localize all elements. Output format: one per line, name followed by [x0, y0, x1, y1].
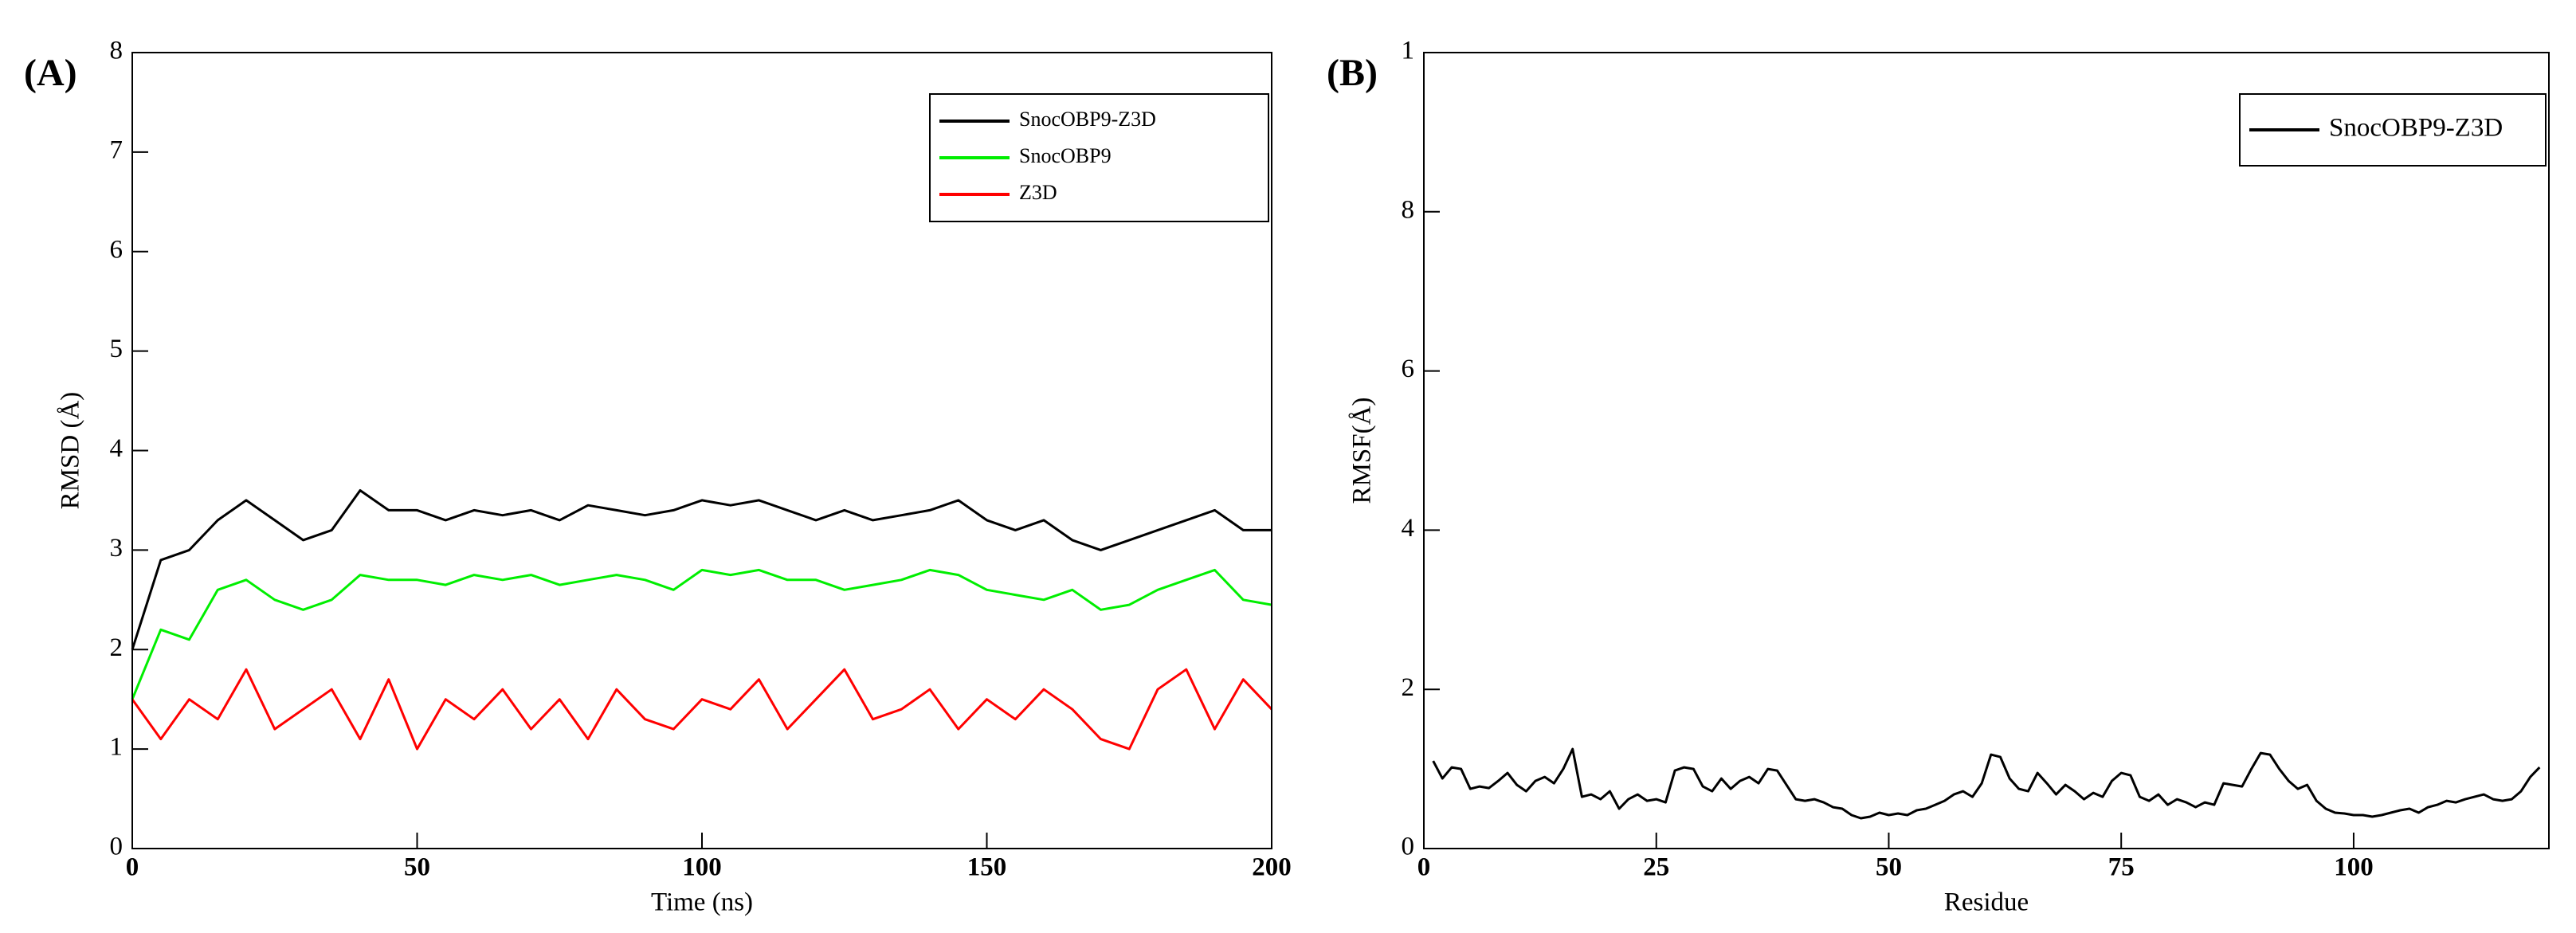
- series-line: [1432, 747, 2541, 820]
- series-line: [131, 489, 1272, 650]
- legend-label: SnocOBP9: [1019, 144, 1112, 167]
- x-tick-label: 100: [2334, 853, 2374, 882]
- x-tick-label: 150: [967, 853, 1007, 882]
- y-tick-label: 3: [110, 534, 124, 563]
- series-line: [131, 668, 1273, 751]
- chart: (A) 0 1 2 3 4 5 6 7 8 0 50 100 150 200 Time (ns) RMSD (Å…: [24, 37, 1292, 917]
- panel-label: (A): [24, 52, 77, 94]
- x-tick-label: 200: [1252, 853, 1292, 882]
- y-tick-label: 1: [110, 733, 124, 762]
- panel-label: (B): [1327, 52, 1378, 94]
- x-tick-label: 100: [682, 853, 722, 882]
- y-tick-label: 1: [1402, 37, 1415, 65]
- y-axis-label: RMSD (Å): [56, 392, 85, 510]
- y-tick-label: 2: [1402, 673, 1415, 702]
- y-tick-label: 4: [1402, 514, 1415, 543]
- x-tick-label: 0: [1417, 853, 1431, 882]
- legend-label: Z3D: [1019, 181, 1057, 204]
- legend-label: SnocOBP9-Z3D: [1019, 108, 1156, 131]
- plot-frame: [131, 52, 1272, 849]
- x-tick-label: 0: [126, 853, 139, 882]
- x-tick-label: 25: [1643, 853, 1669, 882]
- y-tick-label: 2: [110, 633, 124, 662]
- x-axis-label: Time (ns): [651, 888, 753, 917]
- plot-frame: [1423, 52, 2550, 849]
- y-tick-label: 6: [110, 235, 124, 264]
- y-tick-label: 0: [1402, 833, 1415, 861]
- y-tick-label: 5: [110, 335, 124, 363]
- series-line: [131, 568, 1272, 700]
- y-tick-label: 7: [110, 135, 124, 164]
- legend-label: SnocOBP9-Z3D: [2329, 114, 2503, 143]
- y-tick-label: 4: [110, 434, 124, 463]
- y-axis-label: RMSF(Å): [1347, 398, 1377, 504]
- x-axis-label: Residue: [1944, 888, 2029, 917]
- legend-box: [2239, 93, 2547, 167]
- x-tick-label: 75: [2108, 853, 2135, 882]
- y-tick-label: 6: [1402, 355, 1415, 383]
- y-tick-label: 8: [110, 37, 124, 65]
- x-tick-label: 50: [404, 853, 430, 882]
- y-tick-label: 8: [1402, 195, 1415, 224]
- x-tick-label: 50: [1876, 853, 1902, 882]
- y-tick-label: 0: [110, 833, 124, 861]
